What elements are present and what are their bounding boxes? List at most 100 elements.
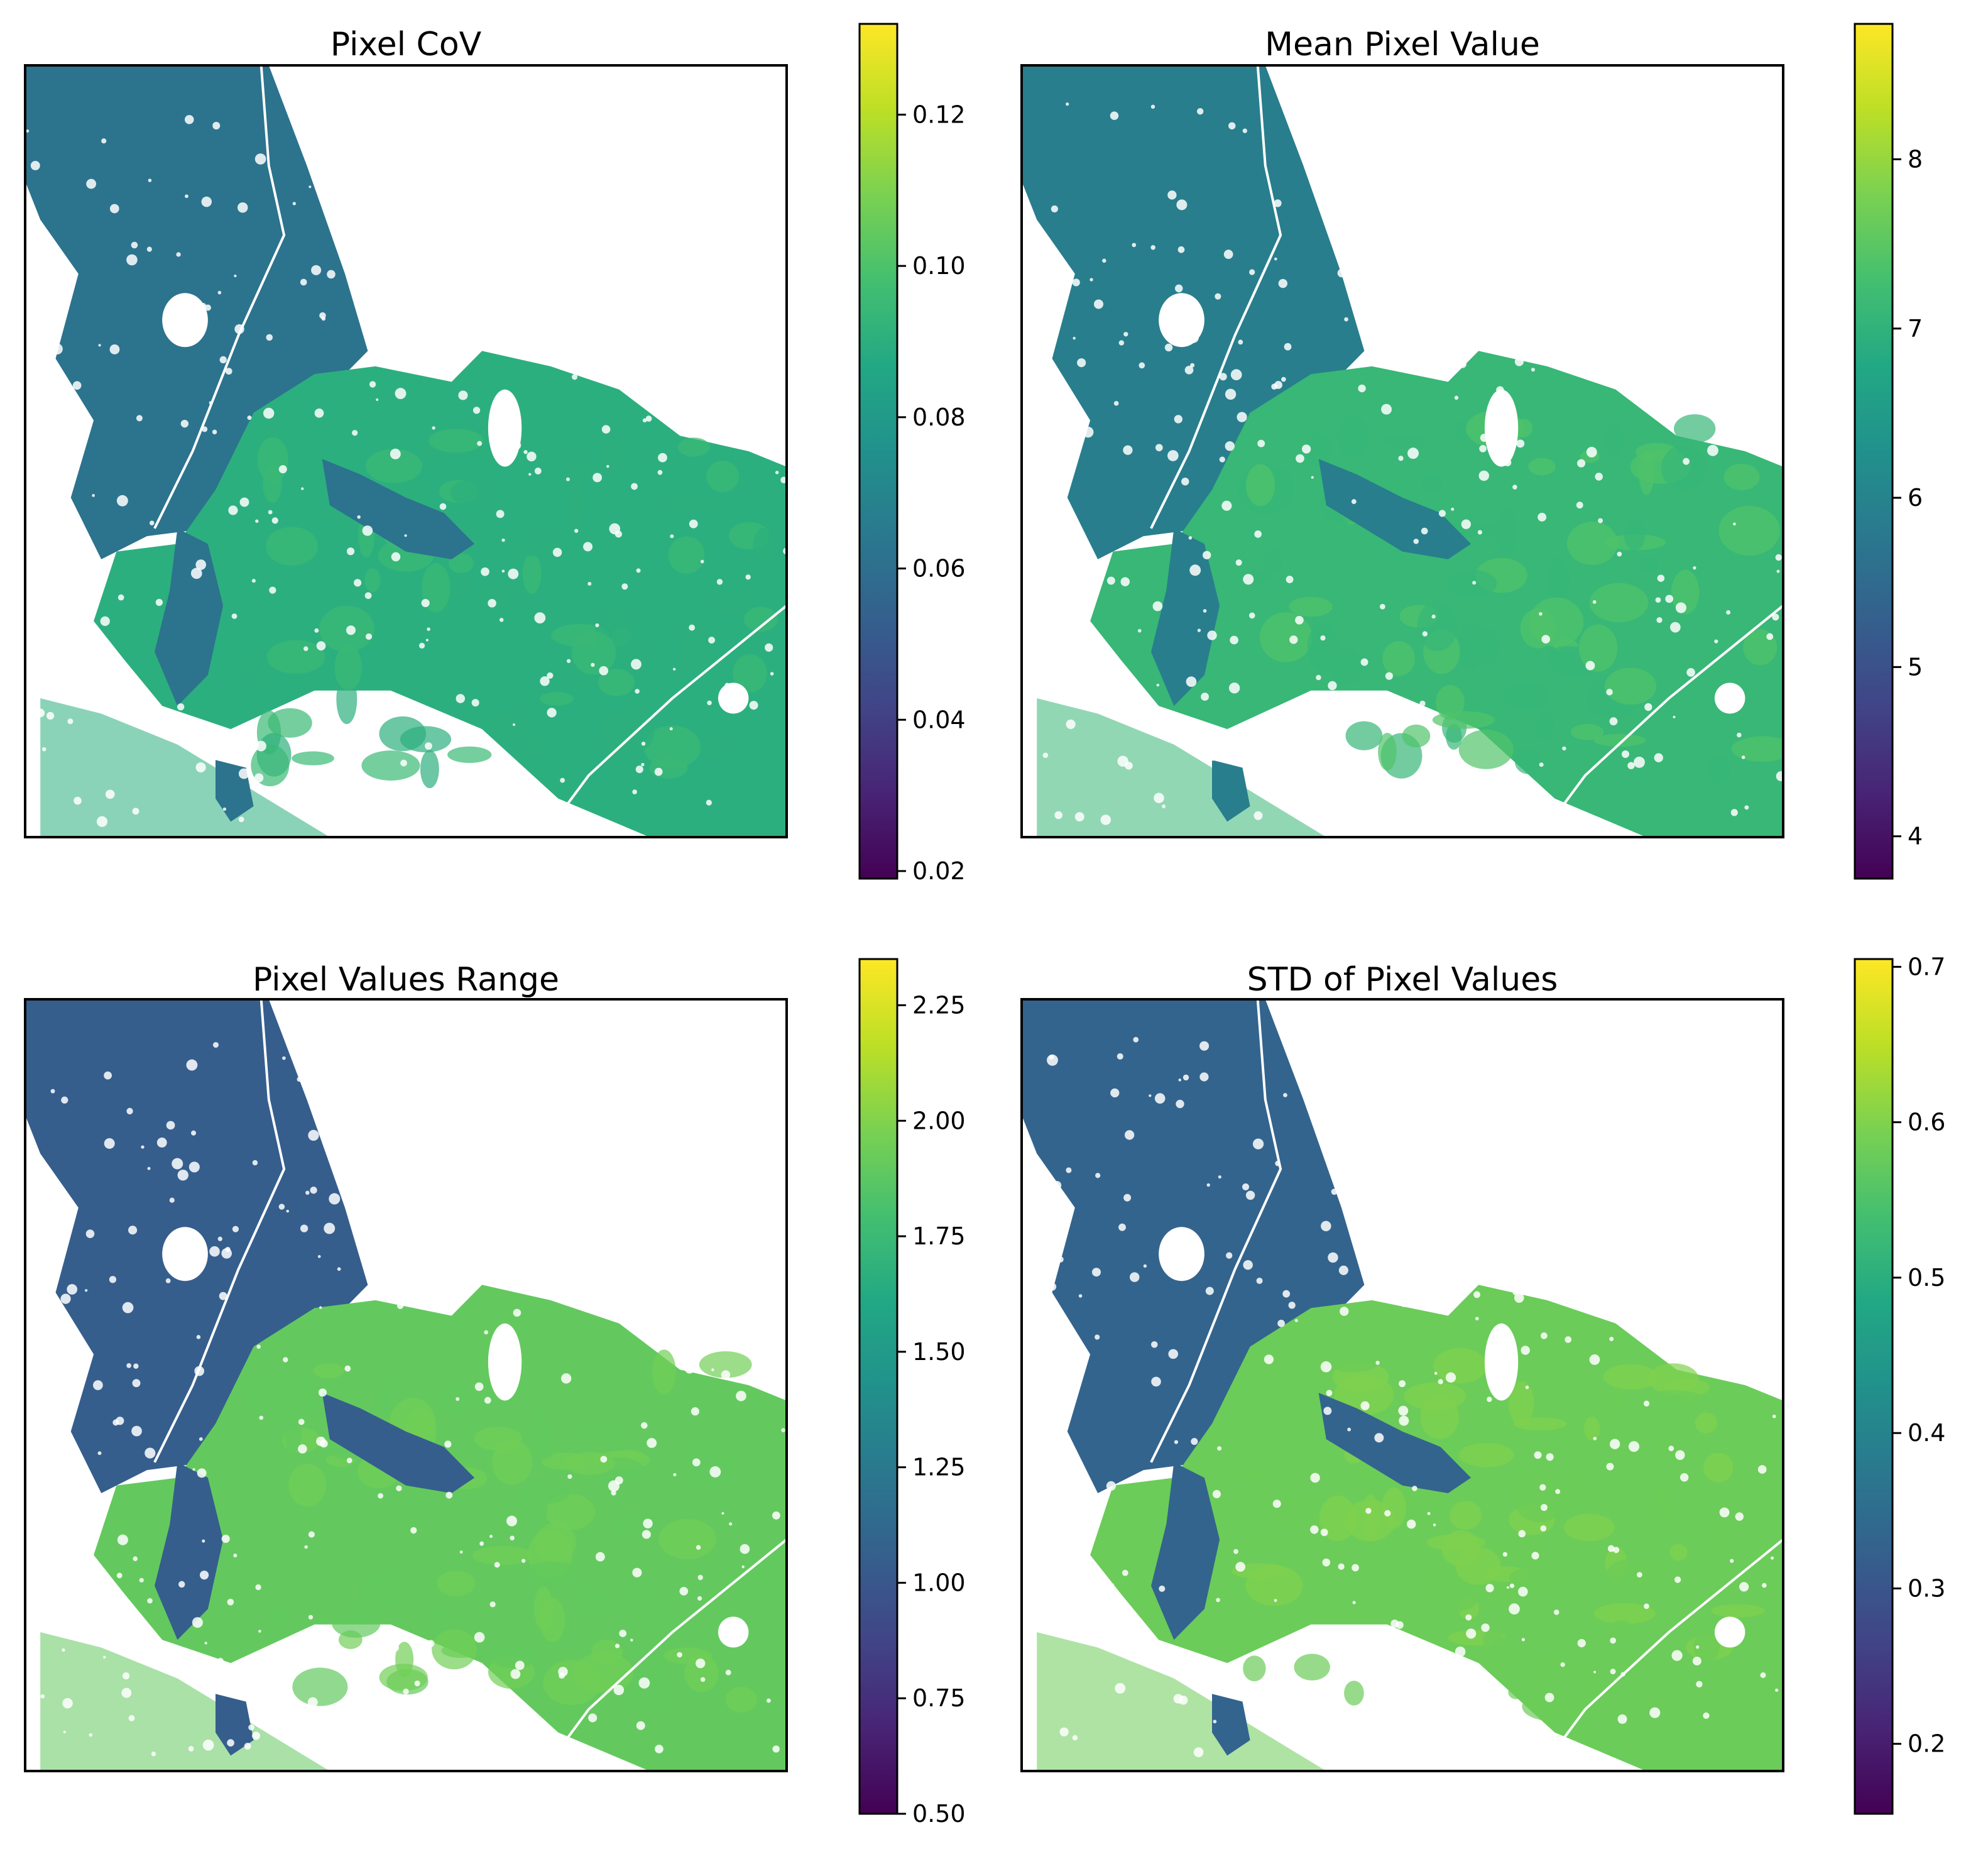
no-data-speck [472, 407, 481, 414]
no-data-speck [435, 1082, 444, 1092]
no-data-speck [319, 312, 326, 319]
no-data-speck [642, 1530, 651, 1539]
no-data-speck [614, 275, 624, 284]
no-data-speck [1284, 343, 1292, 351]
no-data-speck [301, 487, 304, 490]
no-data-speck [473, 1706, 483, 1714]
no-data-speck [1475, 1242, 1482, 1249]
no-data-speck [1719, 1507, 1730, 1518]
no-data-speck [122, 1672, 130, 1680]
texture-blob [365, 449, 422, 483]
texture-blob [1609, 1620, 1634, 1640]
no-data-speck [1159, 1585, 1166, 1592]
no-data-speck [1412, 1486, 1417, 1491]
no-data-speck [1064, 1574, 1069, 1579]
no-data-speck [1744, 1345, 1750, 1352]
no-data-speck [1521, 1346, 1530, 1355]
texture-blob [1604, 667, 1657, 705]
no-data-speck [1556, 281, 1566, 292]
no-data-speck [1221, 500, 1232, 511]
no-data-speck [1375, 1361, 1380, 1365]
texture-blob [1458, 730, 1514, 769]
no-data-speck [391, 116, 395, 120]
no-data-speck [543, 195, 552, 203]
no-data-speck [104, 1138, 115, 1149]
texture-blob [1584, 1416, 1600, 1441]
texture-blob [1703, 1452, 1734, 1483]
texture-blob [1328, 1355, 1379, 1373]
no-data-speck [1419, 700, 1426, 707]
no-data-speck [147, 1598, 153, 1604]
no-data-speck [195, 762, 206, 772]
region-inlier [322, 459, 475, 559]
no-data-speck [1739, 1317, 1750, 1328]
no-data-speck [1047, 1284, 1054, 1292]
texture-blob [420, 750, 439, 789]
no-data-speck [765, 643, 773, 652]
no-data-speck [1360, 1401, 1370, 1410]
no-data-speck [779, 435, 787, 443]
no-data-speck [1730, 809, 1738, 816]
no-data-speck [1588, 1133, 1592, 1137]
texture-blob [288, 1463, 327, 1507]
no-data-speck [1176, 199, 1188, 211]
no-data-speck [1630, 297, 1639, 305]
no-data-speck [697, 1574, 703, 1581]
no-data-speck [1727, 1378, 1731, 1381]
region-inlier [1151, 1462, 1220, 1640]
no-data-speck [1054, 811, 1062, 820]
no-data-speck [1075, 1494, 1080, 1499]
no-data-speck [403, 1688, 409, 1695]
texture-blob [488, 1643, 538, 1669]
no-data-speck [1454, 395, 1459, 400]
no-data-speck [96, 816, 108, 827]
no-data-speck [316, 1436, 326, 1446]
no-data-speck [662, 180, 666, 184]
no-data-speck [1368, 1126, 1374, 1131]
no-data-speck [1539, 762, 1544, 767]
no-data-speck [560, 1373, 572, 1384]
no-data-speck [689, 519, 698, 529]
no-data-speck [1606, 688, 1613, 696]
texture-blob [1345, 721, 1383, 750]
no-data-speck [304, 1545, 308, 1549]
texture-blob [364, 568, 381, 593]
no-data-speck [1111, 1583, 1115, 1587]
texture-blob [1708, 755, 1730, 784]
no-data-speck [746, 1249, 752, 1254]
no-data-speck [364, 592, 372, 600]
no-data-speck [126, 254, 138, 266]
no-data-speck [1622, 271, 1632, 282]
no-data-speck [1754, 1149, 1764, 1160]
no-data-speck [1174, 1440, 1179, 1444]
no-data-speck [1687, 131, 1696, 141]
no-data-speck [1749, 1144, 1756, 1151]
no-data-speck [1617, 551, 1622, 557]
no-data-speck [1391, 283, 1396, 288]
no-data-speck [1360, 658, 1368, 666]
no-data-speck [1289, 1660, 1294, 1665]
no-data-speck [1333, 1708, 1338, 1712]
texture-blob [1508, 1685, 1524, 1699]
region-inlier [1212, 1694, 1250, 1756]
texture-blob [1259, 612, 1313, 662]
texture-blob [1718, 505, 1780, 556]
no-data-speck [1352, 1601, 1356, 1604]
texture-blob [738, 1557, 787, 1604]
texture-blob [1753, 1506, 1771, 1520]
no-data-speck [560, 777, 565, 783]
no-data-speck [1447, 1080, 1457, 1090]
no-data-speck [709, 1466, 721, 1478]
no-data-speck [1609, 1336, 1614, 1342]
no-data-speck [1754, 266, 1762, 274]
no-data-speck [1509, 102, 1512, 106]
texture-blob [257, 437, 288, 483]
no-data-speck [1577, 459, 1586, 468]
no-data-speck [1585, 661, 1595, 671]
no-data-speck [404, 534, 407, 537]
no-data-speck [1124, 1130, 1135, 1140]
no-data-speck [222, 807, 227, 811]
texture-blob [492, 1440, 533, 1485]
no-data-speck [1377, 120, 1389, 131]
texture-blob [432, 1629, 477, 1670]
